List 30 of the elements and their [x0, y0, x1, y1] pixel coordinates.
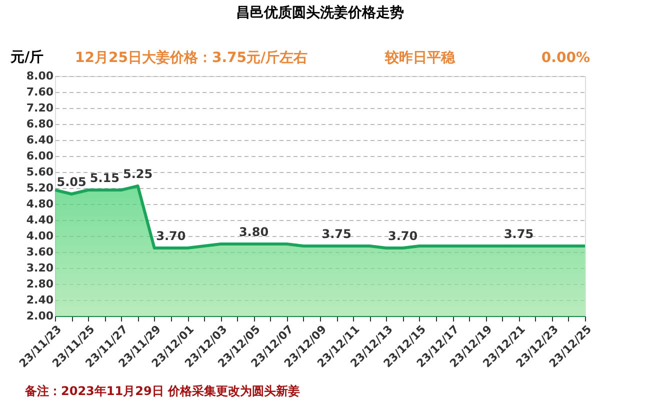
chart-title: 昌邑优质圆头洗姜价格走势: [236, 4, 404, 21]
y-tick-label: 8.00: [26, 70, 54, 82]
y-tick-label: 4.00: [26, 230, 54, 242]
data-label: 3.80: [238, 225, 269, 239]
text: 0.00%: [541, 50, 590, 66]
y-tick-label: 2.40: [26, 294, 54, 306]
y-tick-label: 6.80: [26, 118, 54, 130]
y-tick-label: 6.40: [26, 134, 54, 146]
chart-subtitle: 12月25日大姜价格：3.75元/斤左右: [75, 49, 308, 66]
y-tick-label: 2.80: [26, 278, 54, 290]
text: 较昨日平稳: [384, 50, 456, 66]
y-tick-label: 7.60: [26, 86, 54, 98]
y-tick-label: 7.20: [26, 102, 54, 114]
y-tick-label: 4.40: [26, 214, 54, 226]
data-label: 3.70: [156, 229, 186, 243]
y-tick-label: 5.20: [26, 182, 54, 194]
y-tick-label: 5.60: [26, 166, 54, 178]
y-tick-label: 3.60: [26, 246, 54, 258]
y-tick-label: 2.00: [26, 310, 54, 322]
y-tick-label: 3.20: [26, 262, 54, 274]
text: 备注：2023年11月29日 价格采集更改为圆头新姜: [24, 384, 300, 398]
data-label: 5.25: [123, 167, 153, 181]
data-label: 5.15: [90, 171, 120, 185]
data-label: 3.75: [504, 227, 534, 241]
y-axis-title: 元/斤: [10, 48, 44, 66]
data-label: 3.70: [388, 229, 418, 243]
data-label: 5.05: [56, 175, 86, 189]
y-tick-label: 6.00: [26, 150, 54, 162]
y-tick-label: 4.80: [26, 198, 54, 210]
data-label: 3.75: [322, 227, 352, 241]
